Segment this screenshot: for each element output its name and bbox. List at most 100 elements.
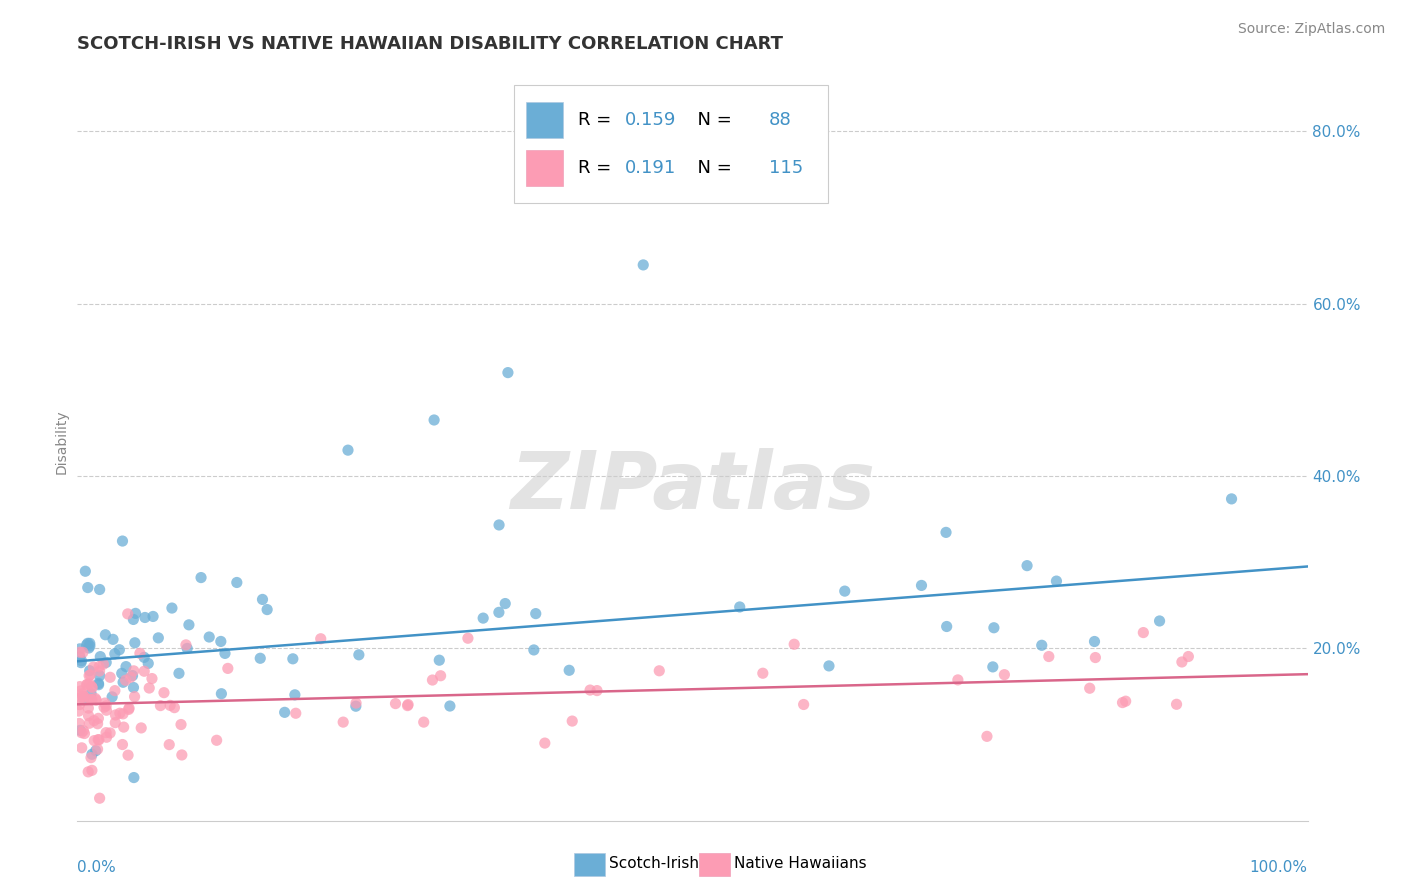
- Point: [309, 632, 332, 646]
- Point: [89, 664, 111, 678]
- Text: 0.191: 0.191: [624, 159, 676, 177]
- Text: R =: R =: [578, 159, 617, 177]
- Point: [129, 721, 152, 735]
- Point: [72, 687, 94, 701]
- Point: [427, 653, 450, 667]
- Point: [993, 667, 1015, 681]
- Point: [160, 601, 183, 615]
- Point: [129, 646, 152, 660]
- Point: [80, 750, 103, 764]
- Point: [124, 607, 146, 621]
- Point: [69, 645, 91, 659]
- Point: [1084, 650, 1107, 665]
- Point: [496, 366, 519, 380]
- Point: [159, 698, 181, 713]
- Point: [494, 597, 516, 611]
- Point: [93, 700, 115, 714]
- Text: R =: R =: [578, 112, 617, 129]
- Point: [80, 764, 103, 778]
- Point: [86, 742, 108, 756]
- Point: [534, 736, 557, 750]
- Point: [648, 664, 671, 678]
- Point: [472, 611, 495, 625]
- Point: [214, 647, 236, 661]
- Point: [96, 656, 118, 670]
- Point: [108, 706, 131, 721]
- Point: [112, 675, 135, 690]
- Point: [89, 791, 111, 805]
- Point: [77, 668, 100, 682]
- Point: [217, 661, 239, 675]
- Point: [1149, 614, 1171, 628]
- Point: [79, 716, 101, 731]
- Point: [176, 641, 198, 656]
- Point: [347, 648, 370, 662]
- Point: [72, 690, 94, 704]
- Point: [273, 706, 295, 720]
- Point: [120, 670, 142, 684]
- Point: [134, 650, 156, 665]
- Point: [1015, 558, 1038, 573]
- Point: [77, 701, 100, 715]
- Point: [76, 678, 98, 692]
- Point: [633, 258, 655, 272]
- Point: [138, 681, 160, 695]
- Point: [104, 708, 127, 723]
- Point: [834, 584, 856, 599]
- Point: [73, 690, 96, 704]
- Point: [79, 668, 101, 682]
- Point: [114, 673, 136, 688]
- Text: 100.0%: 100.0%: [1250, 860, 1308, 874]
- Point: [87, 659, 110, 673]
- Point: [423, 413, 446, 427]
- Point: [148, 631, 170, 645]
- Point: [111, 738, 134, 752]
- Point: [256, 602, 278, 616]
- Point: [87, 676, 110, 690]
- Point: [1166, 698, 1188, 712]
- Point: [153, 686, 176, 700]
- Text: Native Hawaiians: Native Hawaiians: [734, 856, 866, 871]
- Point: [96, 731, 118, 745]
- FancyBboxPatch shape: [526, 102, 564, 138]
- Point: [80, 686, 103, 700]
- Point: [69, 723, 91, 738]
- Text: 88: 88: [769, 112, 792, 129]
- Point: [910, 578, 932, 592]
- Point: [67, 691, 90, 706]
- Point: [101, 632, 124, 647]
- Point: [488, 605, 510, 619]
- Point: [793, 698, 815, 712]
- Point: [122, 664, 145, 678]
- Point: [976, 730, 998, 744]
- Point: [818, 659, 841, 673]
- Point: [136, 657, 159, 671]
- Point: [205, 733, 228, 747]
- Point: [122, 771, 145, 785]
- Point: [429, 669, 451, 683]
- Point: [946, 673, 969, 687]
- Point: [728, 599, 751, 614]
- Point: [422, 673, 444, 687]
- Point: [252, 592, 274, 607]
- Point: [76, 677, 98, 691]
- Point: [134, 665, 156, 679]
- Point: [170, 747, 193, 762]
- Point: [87, 678, 110, 692]
- Y-axis label: Disability: Disability: [55, 409, 69, 474]
- Point: [73, 726, 96, 740]
- Point: [117, 748, 139, 763]
- Point: [98, 726, 121, 740]
- Point: [1111, 696, 1133, 710]
- Point: [344, 699, 367, 714]
- Point: [96, 703, 118, 717]
- Point: [84, 744, 107, 758]
- Text: ZIPatlas: ZIPatlas: [510, 448, 875, 526]
- Point: [117, 607, 139, 621]
- Point: [122, 681, 145, 695]
- Point: [67, 704, 90, 718]
- Point: [93, 657, 115, 672]
- Point: [77, 764, 100, 779]
- Point: [104, 647, 127, 661]
- Point: [163, 700, 186, 714]
